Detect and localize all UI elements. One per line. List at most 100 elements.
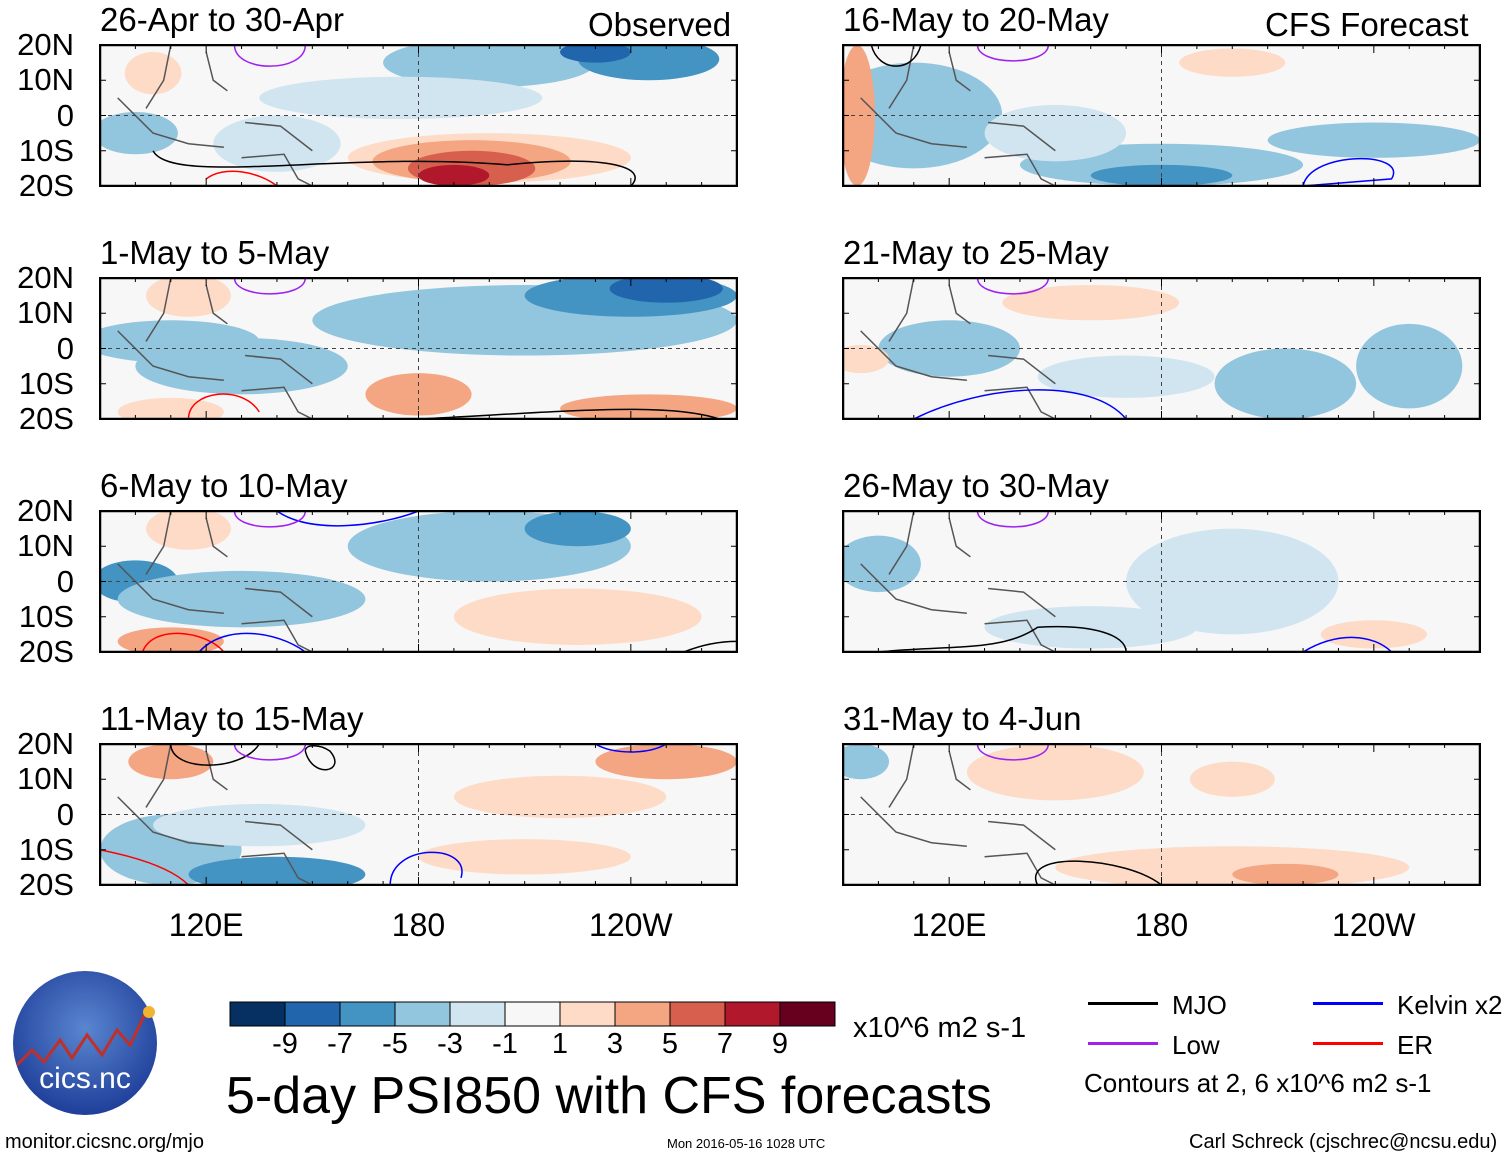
colorbar-swatch bbox=[394, 1001, 451, 1027]
wave-contour bbox=[1302, 157, 1395, 186]
colorbar-label: -1 bbox=[492, 1028, 518, 1060]
wave-contour bbox=[233, 45, 307, 67]
lat-tick-label: 20S bbox=[18, 867, 74, 902]
wave-contour bbox=[683, 640, 737, 652]
wave-contour bbox=[276, 511, 419, 527]
anomaly-region bbox=[153, 803, 366, 847]
anomaly-region bbox=[418, 164, 490, 186]
anomaly-region bbox=[100, 111, 178, 155]
map-panel bbox=[99, 44, 738, 187]
lat-tick-label: 0 bbox=[56, 97, 74, 133]
map-panel bbox=[842, 44, 1481, 187]
footer-url[interactable]: monitor.cicsnc.org/mjo bbox=[5, 1131, 204, 1153]
anomaly-region bbox=[843, 45, 875, 186]
colorbar-swatch bbox=[449, 1001, 506, 1027]
anomaly-region bbox=[1126, 528, 1339, 635]
anomaly-region bbox=[1267, 122, 1480, 158]
map-panel bbox=[842, 277, 1481, 420]
wave-contour bbox=[304, 745, 336, 771]
legend-label: ER bbox=[1397, 1030, 1434, 1060]
footer-author: Carl Schreck (cjschrec@ncsu.edu) bbox=[1189, 1131, 1498, 1153]
lat-tick-label: 20N bbox=[17, 726, 74, 761]
coastline bbox=[860, 744, 1056, 885]
anomaly-region bbox=[843, 344, 889, 374]
panel-title: 21-May to 25-May bbox=[843, 234, 1109, 271]
wave-contour bbox=[205, 170, 278, 186]
anomaly-region bbox=[146, 278, 231, 317]
colorbar-swatch bbox=[779, 1001, 836, 1027]
lon-tick-label: 120W bbox=[589, 907, 673, 943]
lat-tick-label: 0 bbox=[56, 563, 74, 599]
anomaly-region bbox=[984, 104, 1127, 162]
anomaly-region bbox=[1356, 323, 1463, 409]
wave-contour bbox=[187, 393, 260, 419]
map-panel bbox=[842, 743, 1481, 886]
colorbar-label: 1 bbox=[551, 1028, 569, 1060]
map-panel bbox=[99, 743, 738, 886]
lat-tick-label: 20N bbox=[17, 493, 74, 528]
colorbar-swatch bbox=[559, 1001, 616, 1027]
colorbar-label: 7 bbox=[716, 1028, 734, 1060]
lat-tick-label: 20S bbox=[18, 168, 74, 203]
lat-tick-label: 20S bbox=[18, 401, 74, 436]
legend-swatch bbox=[1313, 1042, 1383, 1045]
wave-contour bbox=[976, 45, 1050, 62]
legend-swatch bbox=[1313, 1002, 1383, 1005]
anomaly-region bbox=[966, 744, 1144, 801]
wave-contour bbox=[870, 45, 922, 67]
lat-tick-label: 10N bbox=[17, 528, 74, 564]
coastline bbox=[860, 511, 1056, 652]
lat-tick-label: 10N bbox=[17, 761, 74, 797]
lon-tick-label: 180 bbox=[1134, 907, 1189, 943]
anomaly-region bbox=[1002, 285, 1180, 321]
colorbar-label: 5 bbox=[661, 1028, 679, 1060]
anomaly-region bbox=[595, 744, 737, 780]
wave-contour bbox=[913, 389, 1127, 419]
lat-tick-label: 10S bbox=[18, 365, 74, 401]
map-panel bbox=[842, 510, 1481, 653]
anomaly-region bbox=[843, 535, 921, 593]
wave-contour bbox=[152, 150, 636, 186]
anomaly-region bbox=[524, 511, 631, 547]
anomaly-region bbox=[135, 337, 348, 395]
forecast-label: CFS Forecast bbox=[1265, 6, 1469, 43]
observed-label: Observed bbox=[588, 6, 732, 43]
colorbar-swatch bbox=[504, 1001, 561, 1027]
panel-title: 16-May to 20-May bbox=[843, 1, 1109, 38]
wave-contour bbox=[976, 744, 1050, 761]
anomaly-region bbox=[188, 856, 366, 885]
colorbar-label: -5 bbox=[382, 1028, 408, 1060]
panel-title: 1-May to 5-May bbox=[100, 234, 330, 271]
legend-label: MJO bbox=[1172, 990, 1227, 1020]
anomaly-region bbox=[117, 397, 224, 419]
lat-tick-label: 0 bbox=[56, 330, 74, 366]
wave-contour bbox=[1302, 636, 1393, 652]
panel-title: 26-Apr to 30-Apr bbox=[100, 1, 344, 38]
wave-contour bbox=[976, 278, 1050, 295]
anomaly-region bbox=[1037, 355, 1215, 398]
lat-tick-label: 20N bbox=[17, 260, 74, 295]
lat-tick-label: 10S bbox=[18, 132, 74, 168]
map-panel bbox=[99, 510, 738, 653]
anomaly-region bbox=[453, 588, 702, 645]
anomaly-region bbox=[453, 775, 667, 819]
anomaly-region bbox=[259, 76, 543, 120]
wave-contour bbox=[198, 632, 306, 652]
wave-contour bbox=[418, 408, 720, 419]
colorbar-swatch bbox=[614, 1001, 671, 1027]
colorbar-label: -9 bbox=[272, 1028, 298, 1060]
lat-tick-label: 0 bbox=[56, 796, 74, 832]
anomaly-region bbox=[146, 511, 231, 550]
panel-title: 31-May to 4-Jun bbox=[843, 700, 1082, 737]
lon-tick-label: 120W bbox=[1332, 907, 1416, 943]
coastline bbox=[860, 278, 1056, 419]
colorbar-swatch bbox=[339, 1001, 396, 1027]
colorbar-swatch bbox=[669, 1001, 726, 1027]
anomaly-region bbox=[1189, 761, 1275, 797]
colorbar-label: 3 bbox=[606, 1028, 624, 1060]
anomaly-region bbox=[1179, 48, 1286, 77]
legend-label: Kelvin x2 bbox=[1397, 990, 1503, 1020]
anomaly-region bbox=[128, 744, 214, 780]
anomaly-region bbox=[843, 62, 1003, 169]
